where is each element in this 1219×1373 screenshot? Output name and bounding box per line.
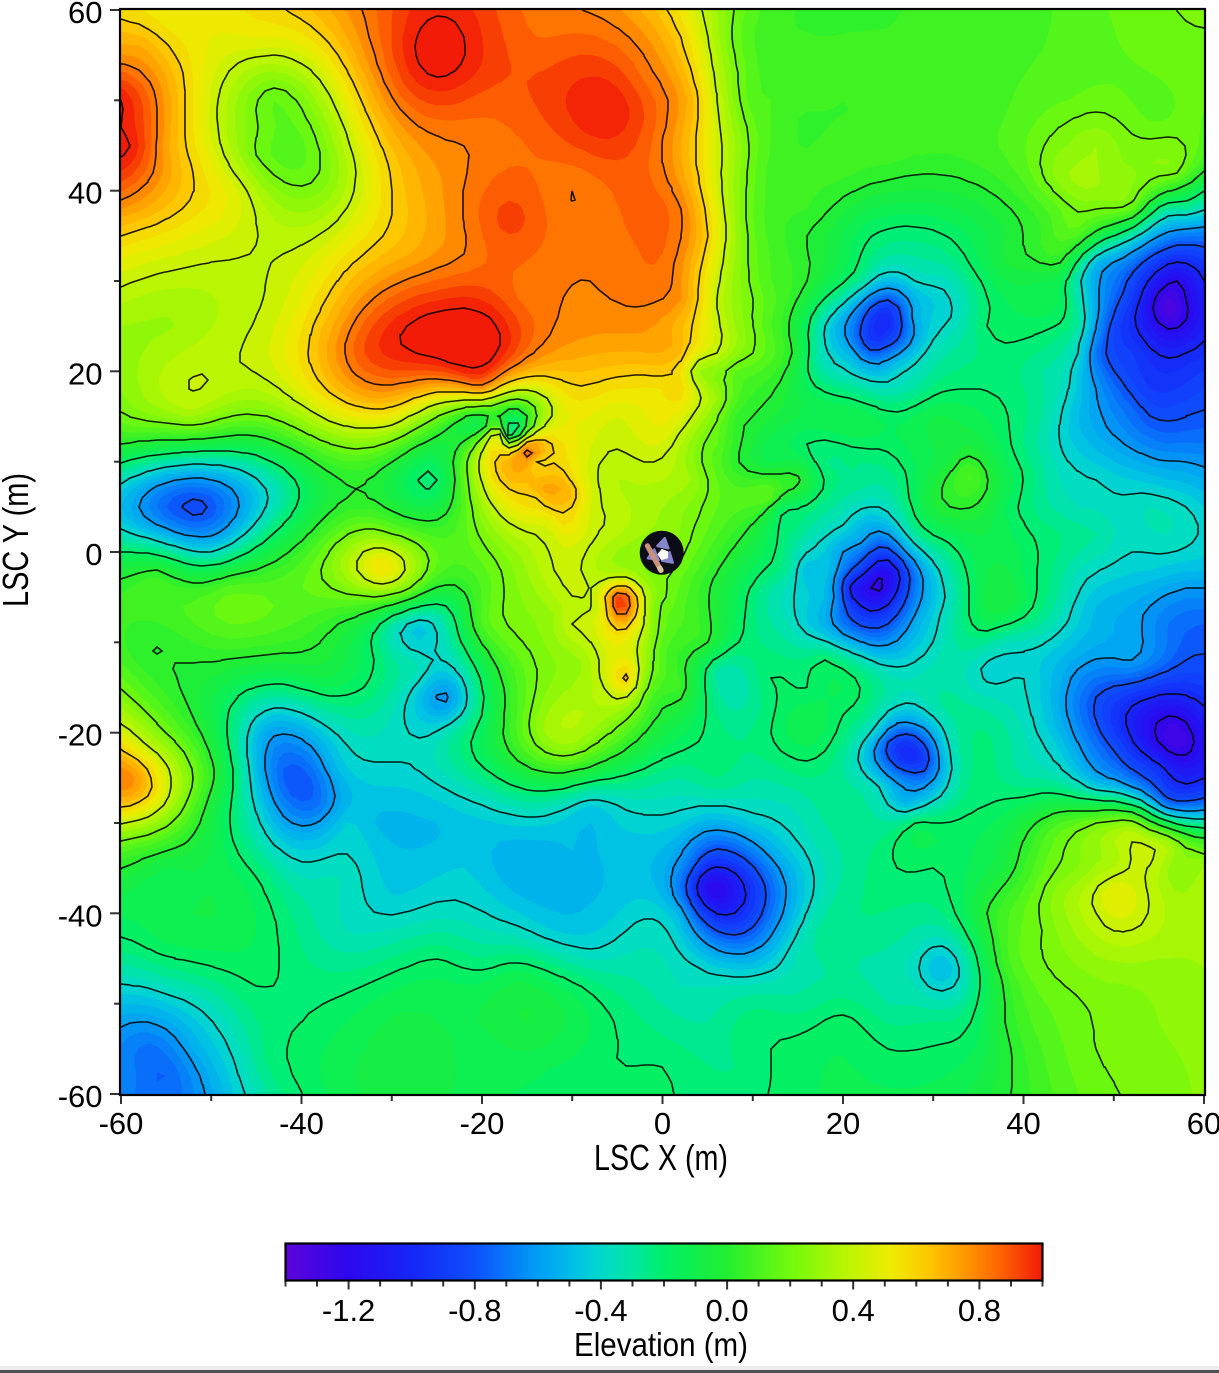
svg-text:40: 40	[68, 176, 102, 211]
svg-text:LSC X (m): LSC X (m)	[594, 1137, 728, 1178]
svg-text:0: 0	[85, 537, 102, 572]
svg-text:20: 20	[68, 356, 102, 391]
svg-text:0.4: 0.4	[832, 1293, 875, 1328]
svg-text:Elevation (m): Elevation (m)	[574, 1326, 748, 1363]
svg-text:-20: -20	[58, 718, 103, 753]
svg-text:-60: -60	[58, 1079, 103, 1114]
svg-text:-1.2: -1.2	[322, 1293, 375, 1328]
svg-text:-0.4: -0.4	[574, 1293, 627, 1328]
svg-text:60: 60	[68, 0, 102, 30]
svg-text:20: 20	[826, 1106, 860, 1141]
svg-text:LSC Y (m): LSC Y (m)	[0, 473, 36, 607]
svg-text:0: 0	[654, 1106, 671, 1141]
svg-text:-60: -60	[99, 1106, 144, 1141]
svg-text:-40: -40	[58, 898, 103, 933]
svg-text:40: 40	[1006, 1106, 1040, 1141]
svg-text:-40: -40	[279, 1106, 324, 1141]
svg-text:60: 60	[1187, 1106, 1219, 1141]
svg-text:-0.8: -0.8	[448, 1293, 501, 1328]
svg-text:0.0: 0.0	[706, 1293, 749, 1328]
svg-text:0.8: 0.8	[958, 1293, 1001, 1328]
svg-text:-20: -20	[460, 1106, 505, 1141]
